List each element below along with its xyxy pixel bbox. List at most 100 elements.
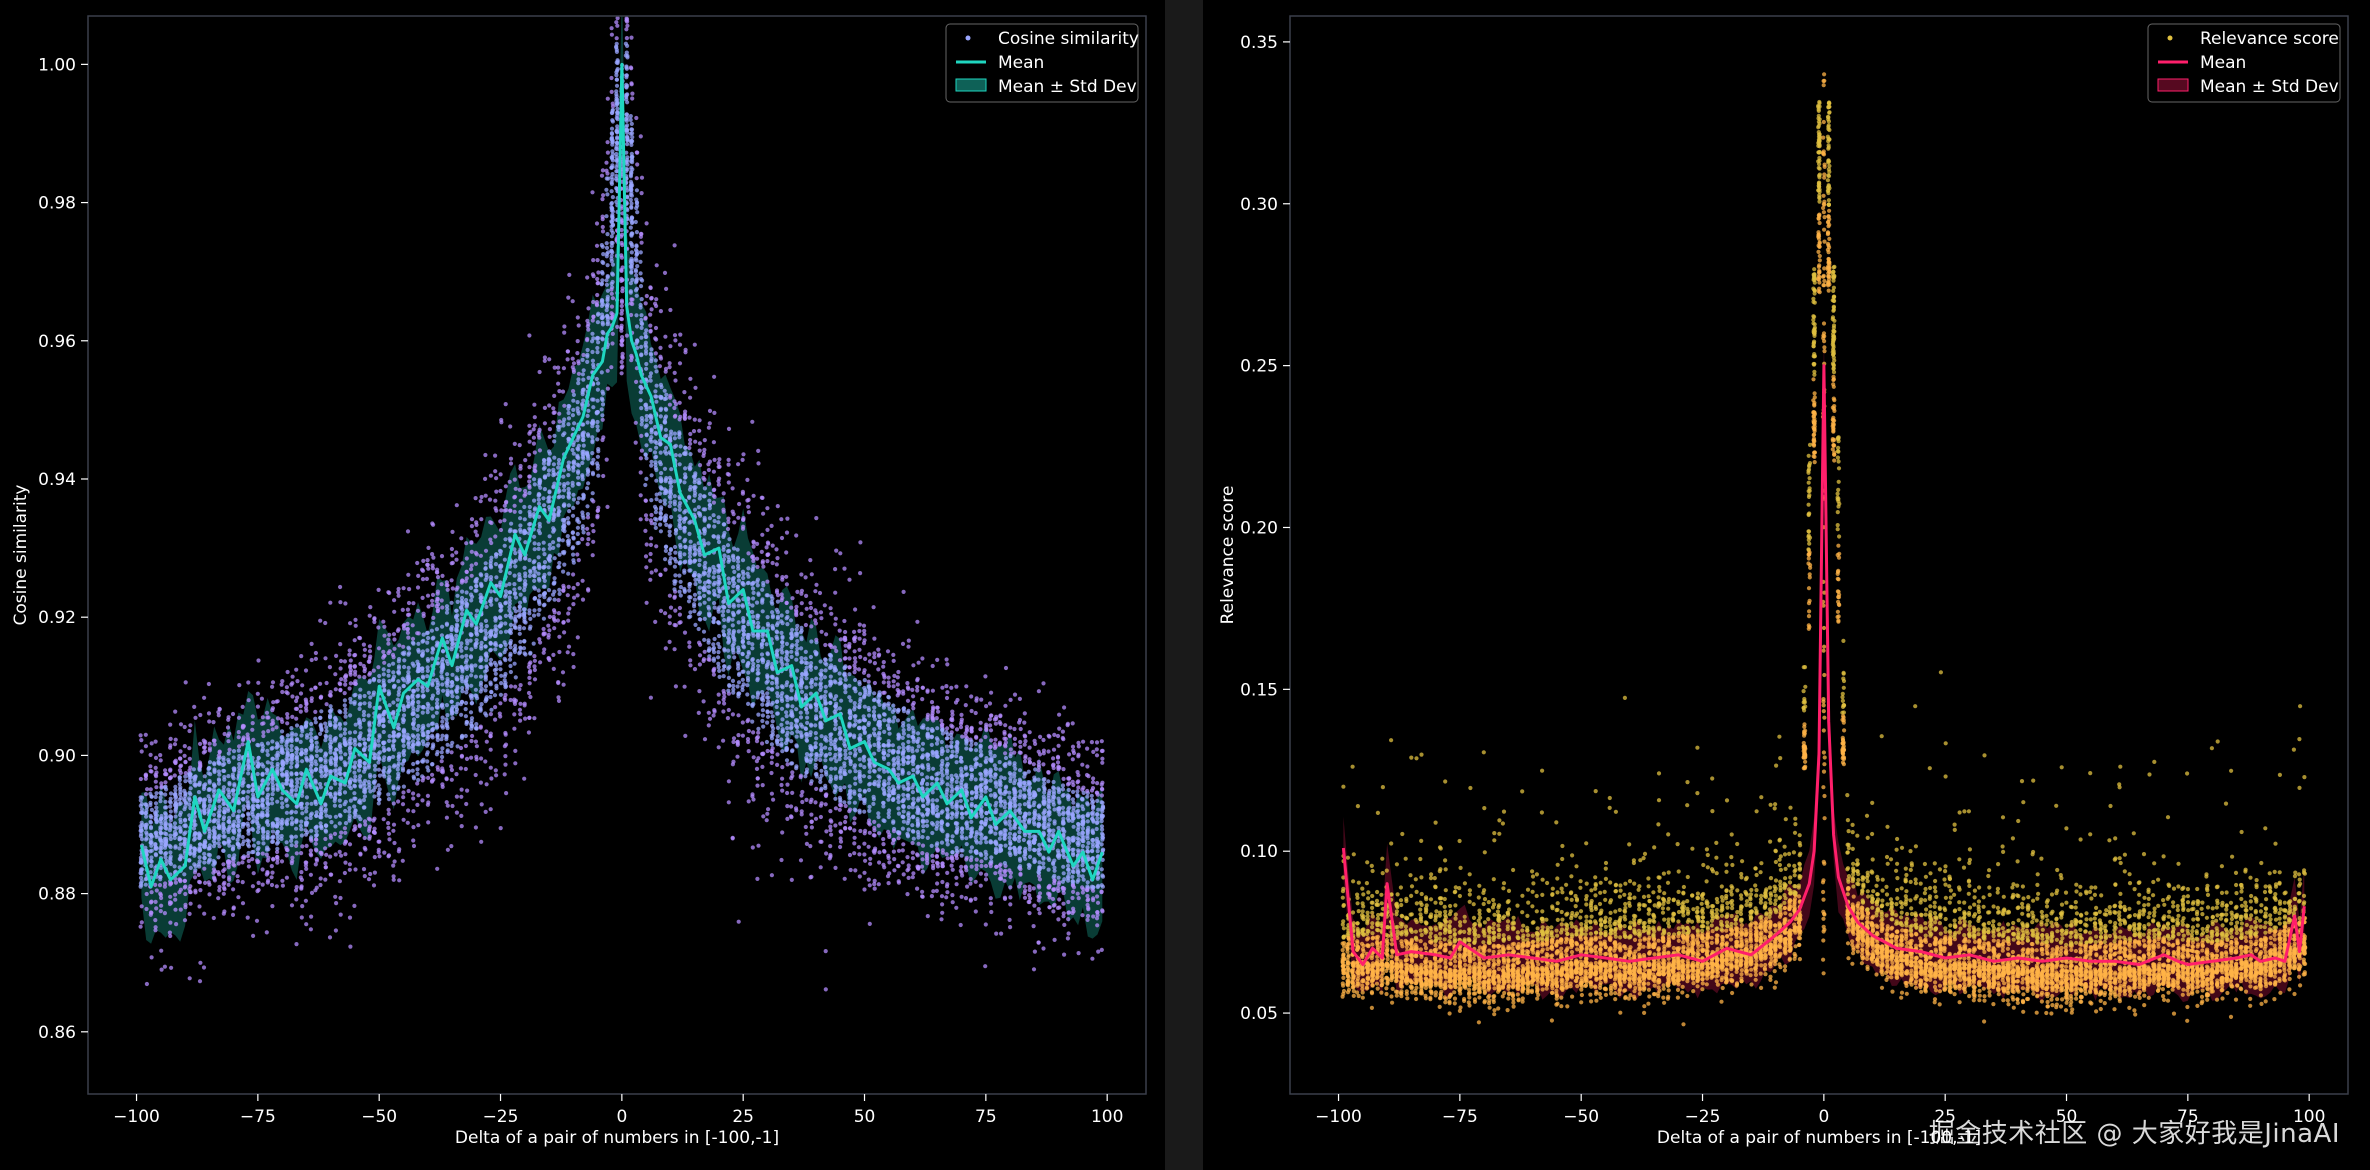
scatter-point — [334, 653, 339, 659]
scatter-point — [308, 767, 313, 772]
scatter-point — [614, 83, 620, 88]
scatter-point — [484, 695, 489, 700]
scatter-point — [415, 771, 420, 777]
scatter-point — [371, 830, 376, 835]
scatter-point — [216, 778, 222, 783]
scatter-point — [619, 328, 624, 333]
scatter-point — [178, 826, 183, 832]
scatter-point — [502, 650, 507, 655]
scatter-point — [138, 776, 143, 782]
scatter-point — [391, 828, 396, 833]
scatter-point — [363, 847, 368, 852]
scatter-point — [264, 930, 269, 935]
scatter-point — [445, 640, 450, 645]
scatter-point — [168, 845, 173, 850]
scatter-point — [425, 562, 430, 567]
scatter-point — [308, 872, 313, 877]
scatter-point — [387, 774, 392, 780]
scatter-point — [376, 760, 381, 765]
scatter-point — [280, 883, 285, 888]
scatter-point — [454, 622, 459, 627]
scatter-point — [493, 671, 498, 676]
scatter-point — [182, 878, 187, 884]
scatter-point — [172, 773, 177, 778]
scatter-point — [585, 318, 590, 323]
scatter-point — [271, 787, 276, 793]
scatter-point — [353, 742, 358, 747]
scatter-point — [503, 658, 508, 663]
scatter-point — [445, 803, 450, 808]
scatter-point — [450, 694, 455, 699]
scatter-point — [362, 765, 367, 770]
scatter-point — [148, 787, 153, 792]
scatter-point — [484, 631, 489, 636]
scatter-point — [338, 658, 344, 664]
scatter-point — [158, 799, 163, 804]
scatter-point — [251, 737, 256, 742]
scatter-point — [274, 824, 280, 829]
scatter-point — [187, 796, 192, 801]
scatter-point — [298, 709, 303, 714]
scatter-point — [138, 857, 144, 863]
scatter-point — [376, 797, 382, 802]
scatter-point — [518, 523, 523, 528]
scatter-point — [323, 764, 328, 769]
scatter-point — [187, 813, 192, 818]
scatter-point — [339, 677, 344, 682]
scatter-point — [153, 928, 158, 933]
scatter-point — [167, 930, 172, 935]
scatter-point — [410, 623, 415, 628]
scatter-point — [605, 368, 610, 373]
scatter-point — [347, 730, 352, 735]
scatter-point — [488, 733, 493, 739]
scatter-point — [610, 108, 615, 114]
scatter-point — [362, 761, 367, 766]
scatter-point — [343, 678, 348, 683]
scatter-point — [293, 732, 298, 737]
scatter-point — [518, 683, 523, 688]
scatter-point — [402, 626, 407, 631]
scatter-point — [294, 897, 299, 902]
scatter-point — [614, 144, 619, 149]
scatter-point — [460, 689, 465, 694]
scatter-point — [508, 456, 514, 461]
scatter-point — [610, 279, 615, 285]
scatter-point — [391, 801, 396, 806]
scatter-point — [600, 336, 605, 341]
scatter-point — [401, 743, 406, 749]
scatter-point — [191, 826, 197, 831]
scatter-point — [334, 756, 339, 761]
scatter-point — [469, 540, 474, 545]
scatter-point — [518, 463, 523, 469]
scatter-point — [338, 733, 343, 738]
scatter-point — [222, 909, 227, 914]
scatter-point — [483, 674, 488, 679]
scatter-point — [270, 684, 275, 689]
scatter-point — [479, 802, 484, 807]
scatter-point — [202, 785, 207, 790]
scatter-point — [347, 842, 353, 847]
scatter-point — [334, 771, 339, 776]
scatter-point — [231, 823, 236, 828]
scatter-point — [323, 828, 328, 833]
scatter-point — [595, 437, 600, 442]
scatter-point — [450, 529, 455, 535]
scatter-point — [624, 65, 629, 70]
scatter-point — [425, 688, 430, 693]
scatter-point — [381, 724, 386, 729]
scatter-point — [444, 703, 449, 708]
scatter-point — [167, 900, 173, 905]
scatter-point — [353, 692, 358, 698]
scatter-point — [183, 884, 188, 889]
scatter-point — [371, 788, 376, 793]
scatter-point — [479, 640, 484, 646]
scatter-point — [546, 623, 551, 628]
scatter-point — [639, 344, 644, 349]
scatter-point — [381, 758, 386, 763]
scatter-point — [571, 392, 577, 397]
scatter-point — [591, 499, 596, 504]
scatter-point — [260, 778, 265, 783]
scatter-point — [624, 73, 629, 78]
scatter-point — [581, 492, 586, 497]
scatter-point — [410, 636, 416, 641]
